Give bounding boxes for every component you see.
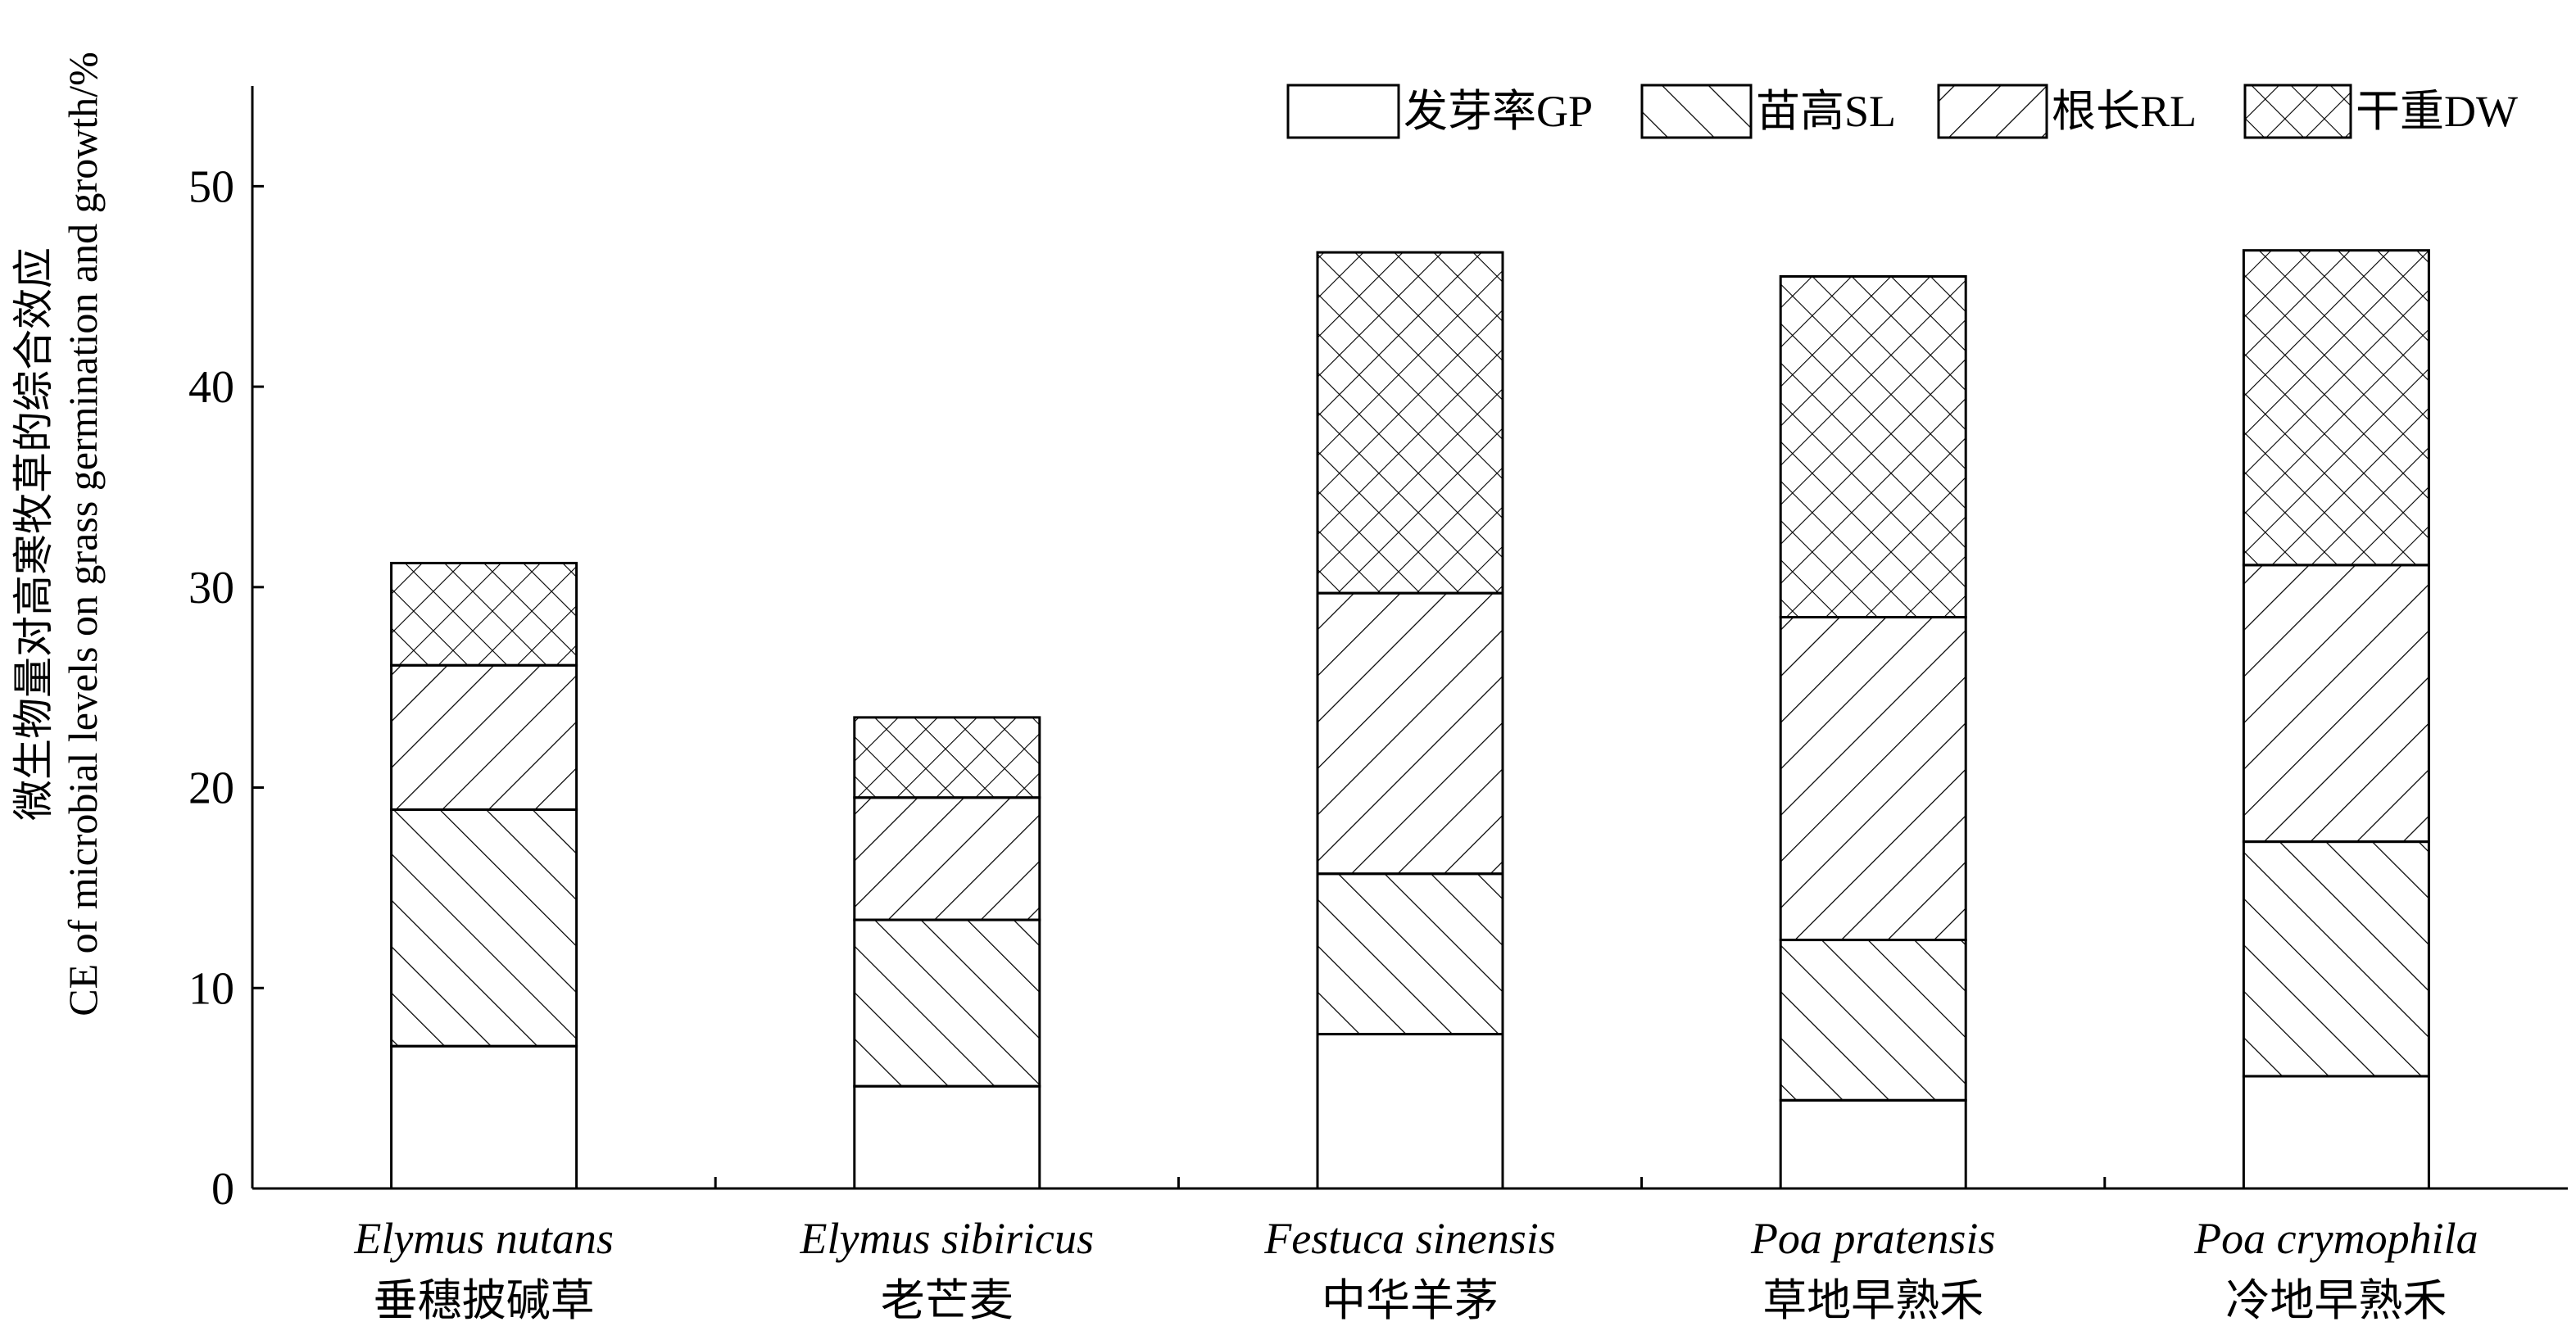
x-category-label-latin: Elymus sibiricus [800, 1214, 1095, 1263]
bar-segment [2242, 840, 2430, 1078]
bar-segment [1779, 1098, 1967, 1190]
x-category-label-latin: Poa crymophila [2193, 1214, 2478, 1263]
bar-segment [2242, 1075, 2430, 1190]
bar-segment [853, 716, 1041, 799]
bar-segment [390, 808, 578, 1048]
x-category-label-chinese: 中华羊茅 [1322, 1276, 1499, 1325]
bar-segment [1779, 616, 1967, 942]
legend-swatch [1286, 84, 1400, 139]
bar-segment [390, 663, 578, 811]
y-axis-label-cn: 微生物量对高寒牧草的综合效应 [11, 247, 57, 821]
bar-segment [390, 561, 578, 667]
y-tick-label: 20 [188, 763, 234, 814]
bar-segment [853, 796, 1041, 921]
x-category-label-latin: Elymus nutans [353, 1214, 614, 1263]
x-category-label-chinese: 老芒麦 [881, 1276, 1014, 1325]
legend-label: 根长RL [2052, 87, 2197, 136]
bar-segment [1316, 591, 1504, 876]
bar-segment [853, 1084, 1041, 1190]
bar-segment [1316, 251, 1504, 595]
bar-segment [2242, 249, 2430, 567]
bar-segment [2242, 564, 2430, 844]
bar-segment [853, 918, 1041, 1088]
y-axis-label: 微生物量对高寒牧草的综合效应 CE of microbial levels on… [11, 52, 106, 1016]
legend-label: 干重DW [2356, 87, 2518, 136]
bar-segment [390, 1044, 578, 1190]
bar-segment [1779, 274, 1967, 619]
x-category-label-chinese: 垂穗披碱草 [374, 1276, 595, 1325]
y-tick-label: 10 [188, 963, 234, 1014]
bar-segment [1779, 939, 1967, 1102]
legend-label: 苗高SL [1756, 87, 1896, 136]
bar-segment [1316, 1033, 1504, 1190]
bars [390, 249, 2430, 1190]
legend: 发芽率GP 苗高SL 根长RL 干重DW [1286, 84, 2518, 139]
y-tick-label: 30 [188, 563, 234, 613]
legend-swatch [1640, 84, 1753, 139]
y-tick-label: 50 [188, 161, 234, 212]
y-axis-label-en: CE of microbial levels on grass germinat… [60, 52, 106, 1016]
x-category-label-latin: Festuca sinensis [1263, 1214, 1555, 1263]
legend-swatch [2243, 84, 2352, 139]
x-category-label-latin: Poa pratensis [1750, 1214, 1996, 1263]
y-tick-label: 40 [188, 362, 234, 413]
x-axis-labels: Elymus nutans 垂穗披碱草 Elymus sibiricus 老芒麦 Fes… [353, 1214, 2478, 1325]
y-tick-label: 0 [211, 1164, 234, 1215]
x-category-label-chinese: 草地早熟禾 [1762, 1276, 1984, 1325]
x-category-label-chinese: 冷地早熟禾 [2225, 1276, 2447, 1325]
legend-label: 发芽率GP [1404, 87, 1593, 136]
legend-swatch [1937, 84, 2048, 139]
axes: 0 10 20 30 40 50 [188, 86, 2568, 1215]
bar-segment [1316, 872, 1504, 1036]
